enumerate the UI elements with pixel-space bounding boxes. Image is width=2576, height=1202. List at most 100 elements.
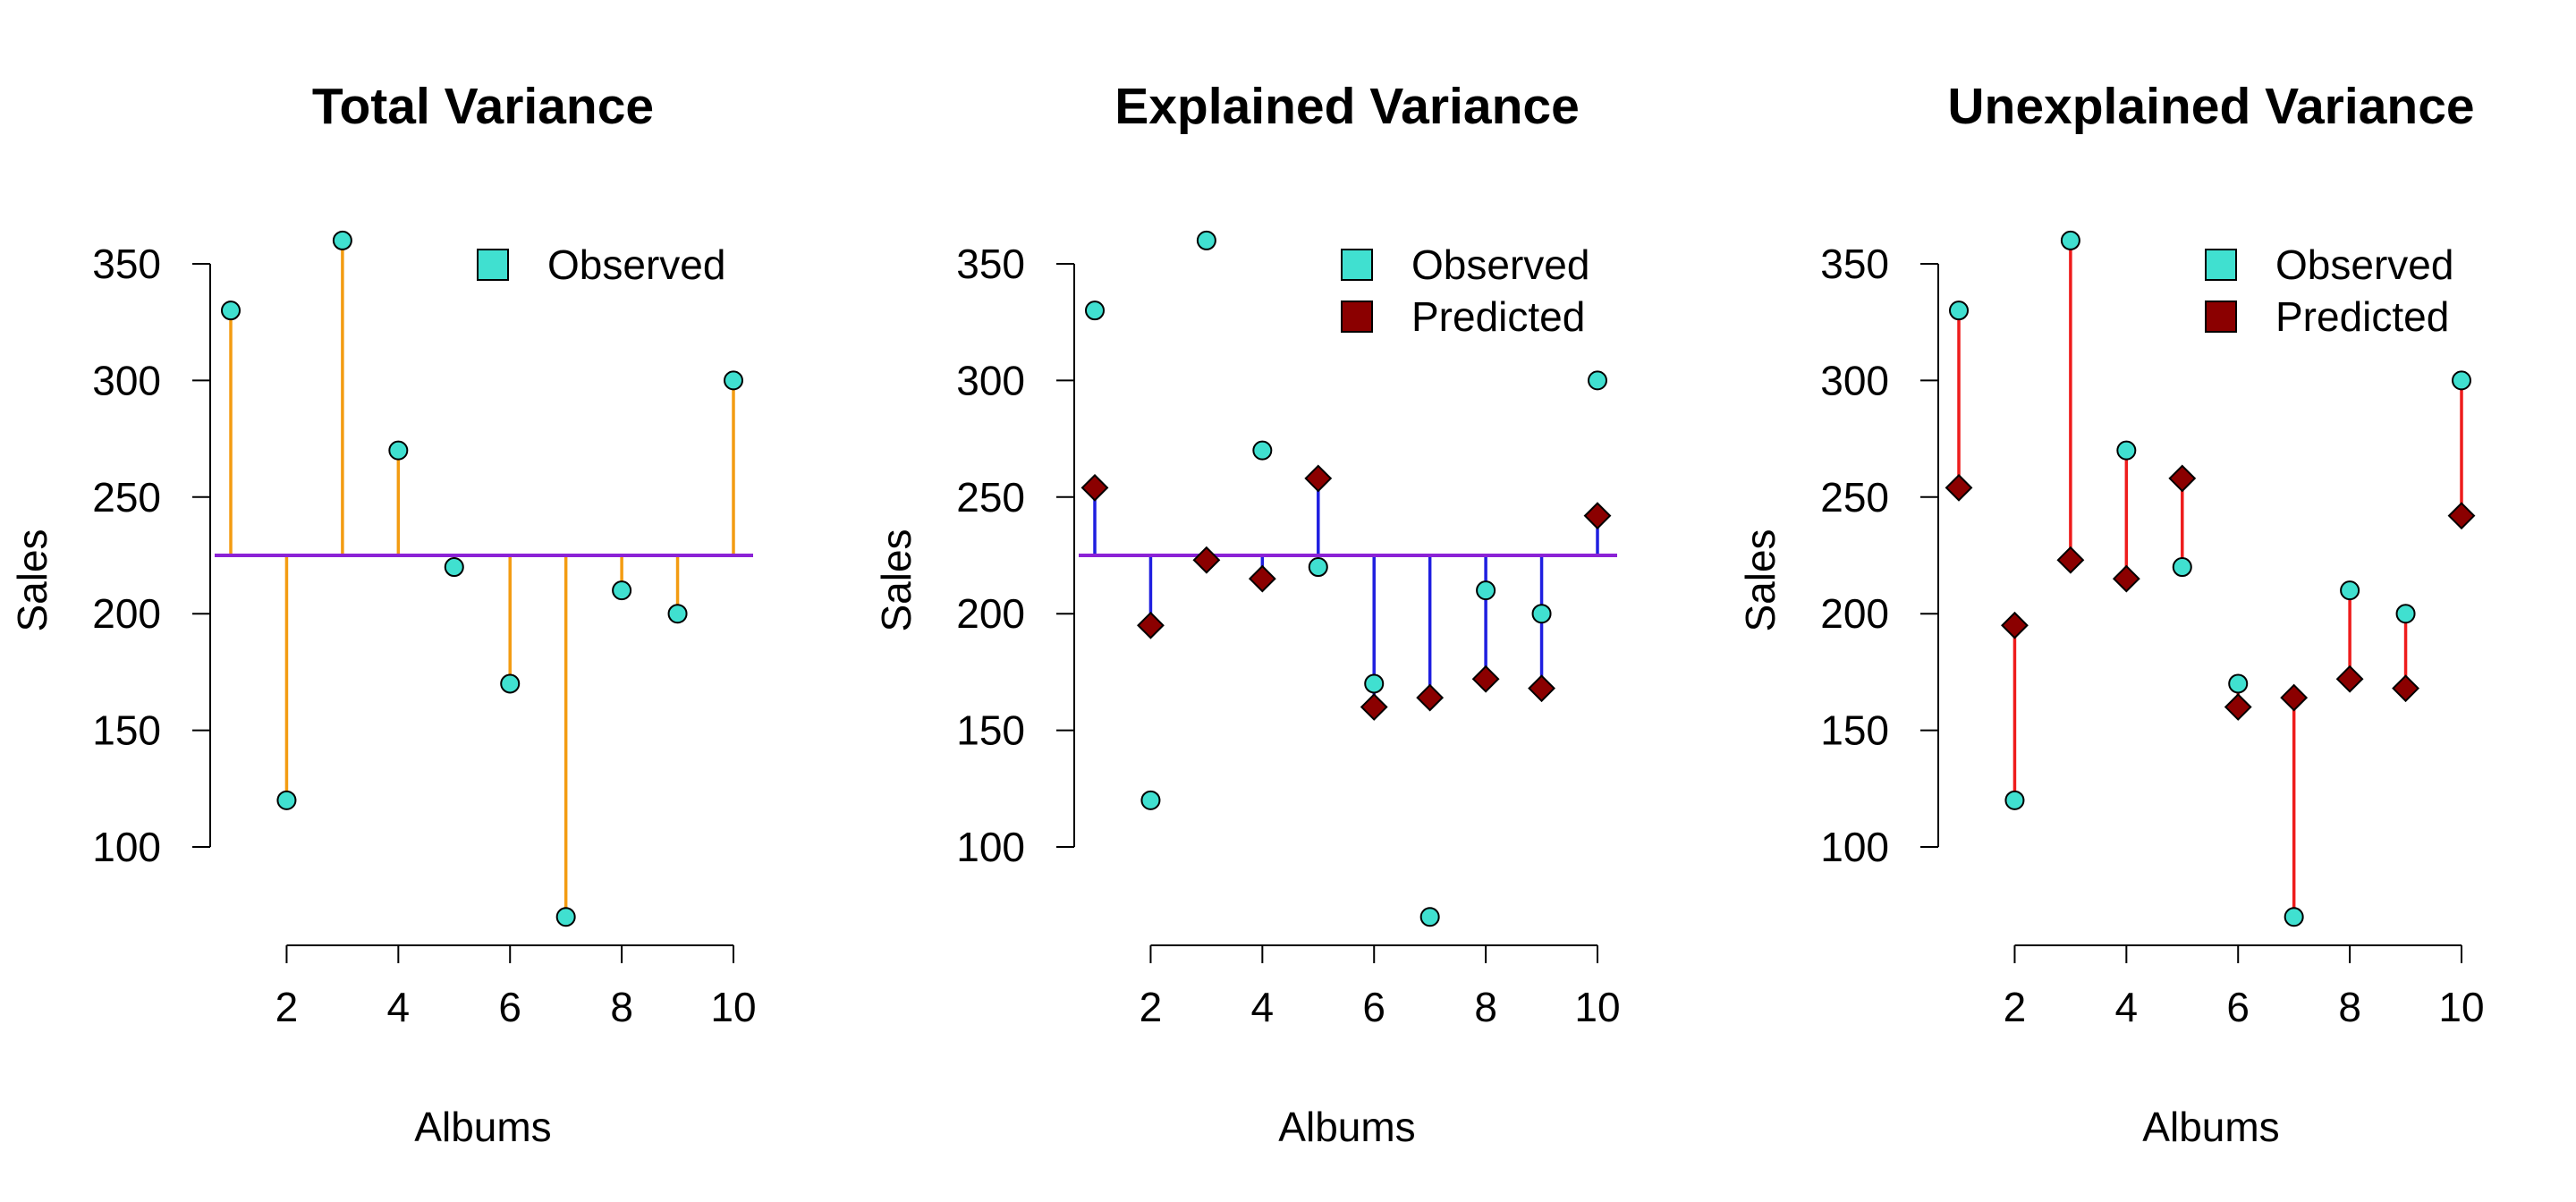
x-axis-label: Albums	[1278, 1104, 1415, 1150]
legend-swatch-observed	[1341, 249, 1373, 281]
y-axis-label: Sales	[873, 529, 919, 631]
x-tick-label: 8	[2338, 984, 2361, 1030]
panel-total-variance: Total Variance Sales Albums 100 150 200 250…	[9, 78, 757, 1150]
legend-swatch-predicted	[2205, 300, 2237, 333]
y-tick-label: 350	[1820, 241, 1889, 287]
x-tick-label: 6	[1362, 984, 1385, 1030]
observed-point	[1419, 907, 1440, 927]
x-tick-label: 2	[2004, 984, 2027, 1030]
predicted-point	[1360, 693, 1388, 721]
predicted-point	[1471, 664, 1500, 693]
observed-point	[1308, 557, 1328, 578]
observed-point	[221, 300, 241, 321]
legend-swatch-predicted	[1341, 300, 1373, 333]
observed-point	[1949, 300, 1969, 321]
observed-point	[2228, 673, 2249, 694]
observed-point	[2004, 790, 2025, 810]
predicted-point	[1248, 564, 1276, 593]
observed-point	[612, 580, 632, 601]
y-tick-label: 150	[1820, 707, 1889, 754]
y-tick-label: 250	[1820, 474, 1889, 521]
observed-point	[2060, 230, 2080, 250]
x-tick-label: 2	[1140, 984, 1163, 1030]
observed-point	[1364, 673, 1385, 694]
predicted-point	[2224, 693, 2252, 721]
y-tick-label: 300	[956, 357, 1025, 403]
panel-explained-variance: Explained Variance Sales Albums 100 150 20…	[873, 78, 1621, 1150]
panel-title: Total Variance	[312, 78, 654, 135]
legend-swatch-observed	[2205, 249, 2237, 281]
observed-point	[1085, 300, 1105, 321]
legend-label-predicted: Predicted	[1411, 293, 1585, 340]
observed-point	[1476, 580, 1496, 601]
y-tick-label: 350	[956, 241, 1025, 287]
predicted-point	[2447, 502, 2476, 530]
predicted-point	[2056, 546, 2085, 574]
x-tick-label: 10	[1574, 984, 1620, 1030]
x-tick-label: 10	[710, 984, 756, 1030]
predicted-point	[2001, 611, 2029, 639]
predicted-point	[2280, 683, 2309, 712]
observed-point	[1252, 440, 1273, 461]
observed-point	[2172, 557, 2192, 578]
observed-point	[2395, 604, 2416, 624]
legend-swatch-observed	[477, 249, 509, 281]
observed-point	[724, 370, 743, 391]
predicted-point	[1192, 546, 1221, 574]
legend-label-observed: Observed	[1411, 241, 1589, 288]
y-tick-label: 150	[956, 707, 1025, 754]
observed-point	[2116, 440, 2137, 461]
legend: Observed	[477, 241, 725, 288]
panel-title: Explained Variance	[1114, 78, 1580, 135]
observed-point	[332, 230, 352, 250]
predicted-point	[1080, 473, 1109, 502]
predicted-point	[1583, 502, 1612, 530]
x-tick-label: 10	[2438, 984, 2484, 1030]
observed-point	[667, 604, 688, 624]
predicted-point	[2112, 564, 2140, 593]
x-tick-label: 2	[275, 984, 299, 1030]
legend-label-observed: Observed	[547, 241, 725, 288]
observed-point	[388, 440, 409, 461]
observed-point	[2452, 370, 2471, 391]
x-axis-label: Albums	[414, 1104, 551, 1150]
y-tick-label: 250	[956, 474, 1025, 521]
observed-point	[500, 673, 521, 694]
x-axis-label: Albums	[2142, 1104, 2279, 1150]
panel-unexplained-variance: Unexplained Variance Sales Albums 100 150…	[1737, 78, 2485, 1150]
x-tick-label: 8	[1474, 984, 1497, 1030]
observed-point	[2340, 580, 2360, 601]
x-tick-label: 4	[1251, 984, 1275, 1030]
predicted-point	[1137, 611, 1165, 639]
y-tick-label: 100	[956, 824, 1025, 870]
x-tick-label: 6	[498, 984, 521, 1030]
panel-title: Unexplained Variance	[1947, 78, 2474, 135]
predicted-point	[1945, 473, 1973, 502]
y-tick-label: 100	[92, 824, 161, 870]
x-tick-label: 4	[387, 984, 411, 1030]
legend-label-predicted: Predicted	[2275, 293, 2449, 340]
y-axis-label: Sales	[9, 529, 55, 631]
y-tick-label: 250	[92, 474, 161, 521]
predicted-point	[1528, 674, 1555, 703]
x-tick-label: 6	[2226, 984, 2250, 1030]
predicted-point	[1304, 464, 1333, 493]
y-tick-label: 100	[1820, 824, 1889, 870]
y-tick-label: 200	[92, 590, 161, 637]
observed-point	[276, 790, 297, 810]
y-axis-label: Sales	[1737, 529, 1784, 631]
y-tick-label: 200	[956, 590, 1025, 637]
y-tick-label: 300	[1820, 357, 1889, 403]
observed-point	[1588, 370, 1607, 391]
legend: Observed Predicted	[1341, 241, 1589, 340]
observed-point	[1196, 230, 1216, 250]
observed-point	[1140, 790, 1161, 810]
observed-point	[444, 557, 464, 578]
observed-point	[1531, 604, 1552, 624]
y-tick-label: 300	[92, 357, 161, 403]
predicted-point	[1416, 683, 1445, 712]
y-tick-label: 200	[1820, 590, 1889, 637]
observed-point	[2284, 907, 2304, 927]
y-tick-label: 350	[92, 241, 161, 287]
